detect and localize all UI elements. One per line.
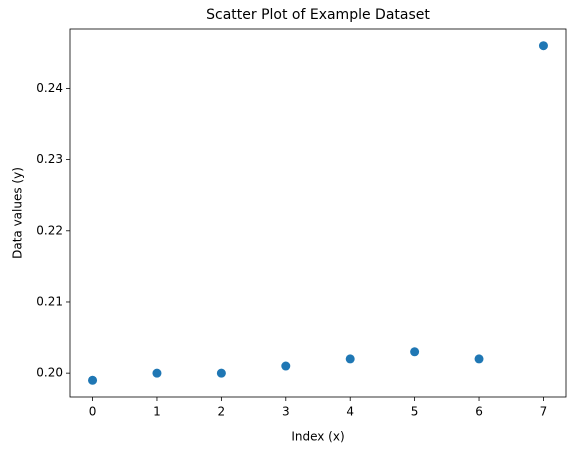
point: [152, 368, 162, 378]
y-tick-label: 0.20: [36, 366, 63, 380]
x-tick-label: 4: [346, 405, 354, 419]
point: [410, 347, 420, 357]
point: [88, 375, 98, 385]
plot-frame: [69, 28, 567, 398]
x-tick-label: 0: [89, 405, 97, 419]
x-tick-label: 7: [540, 405, 548, 419]
y-axis-label: Data values (y): [11, 167, 25, 259]
point: [216, 368, 226, 378]
y-tick-label: 0.23: [36, 152, 63, 166]
x-tick-label: 5: [411, 405, 419, 419]
x-tick-label: 3: [282, 405, 290, 419]
point: [538, 41, 548, 51]
y-tick-label: 0.21: [36, 294, 63, 308]
x-axis-label: Index (x): [291, 430, 344, 444]
point: [345, 354, 355, 364]
point: [281, 361, 291, 371]
chart-title: Scatter Plot of Example Dataset: [206, 7, 430, 23]
point: [474, 354, 484, 364]
x-tick-label: 1: [153, 405, 161, 419]
x-tick-label: 2: [218, 405, 226, 419]
y-tick-label: 0.22: [36, 223, 63, 237]
y-tick-label: 0.24: [36, 81, 63, 95]
x-tick-label: 6: [475, 405, 483, 419]
